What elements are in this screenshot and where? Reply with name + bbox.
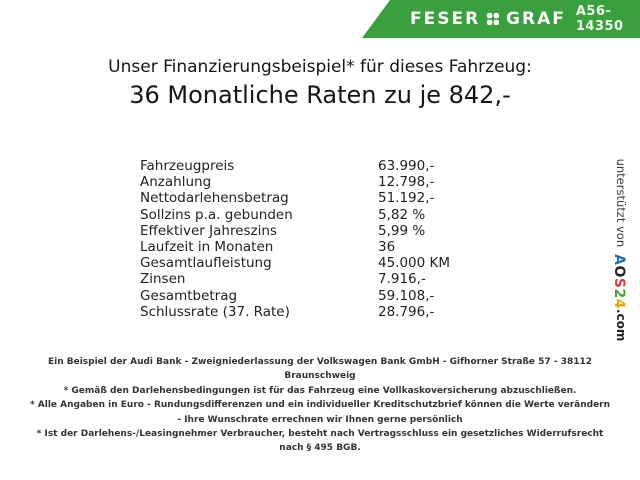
footnote-line: - Ihre Wunschrate errechnen wir Ihnen ge…	[177, 414, 463, 425]
clover-logo-icon	[487, 12, 500, 26]
row-value: 59.108,-	[378, 287, 435, 304]
row-label: Gesamtlaufleistung	[140, 255, 272, 272]
page-title: Unser Finanzierungsbeispiel* für dieses …	[0, 56, 640, 110]
table-row: Laufzeit in Monaten 36	[140, 239, 450, 255]
table-row: Sollzins p.a. gebunden 5,82 %	[140, 207, 450, 223]
brand-word-feser: FESER	[410, 9, 481, 29]
row-value: 7.916,-	[378, 271, 426, 288]
brand-word-graf: GRAF	[506, 9, 566, 29]
table-row: Nettodarlehensbetrag 51.192,-	[140, 190, 450, 206]
table-row: Gesamtbetrag 59.108,-	[140, 288, 450, 304]
finance-table: Fahrzeugpreis 63.990,- Anzahlung 12.798,- Ne…	[140, 158, 450, 320]
aos24-logo-letter: S	[611, 277, 628, 289]
table-row: Schlussrate (37. Rate) 28.796,-	[140, 304, 450, 320]
row-value: 5,99 %	[378, 222, 426, 239]
footnote-line: * Ist der Darlehens-/Leasingnehmer Verbr…	[36, 428, 604, 439]
row-value: 5,82 %	[378, 206, 426, 223]
supported-by-watermark: unterstützt von AOS24 .com	[610, 150, 632, 350]
footnote-line: * Gemäß den Darlehensbedingungen ist für…	[63, 385, 577, 396]
row-label: Zinsen	[140, 271, 186, 288]
aos24-logo-letter: A	[611, 254, 628, 266]
title-line-2: 36 Monatliche Raten zu je 842,-	[129, 81, 511, 109]
footnote-line: nach § 495 BGB.	[279, 443, 361, 454]
row-label: Gesamtbetrag	[140, 287, 238, 304]
table-row: Effektiver Jahreszins 5,99 %	[140, 223, 450, 239]
legal-footnotes: Ein Beispiel der Audi Bank - Zweignieder…	[0, 355, 640, 456]
table-row: Zinsen 7.916,-	[140, 271, 450, 287]
dealer-banner: FESER GRAF A56-14350	[362, 0, 640, 38]
aos24-domain-suffix: .com	[614, 308, 628, 342]
row-label: Laufzeit in Monaten	[140, 238, 274, 255]
supported-by-label: unterstützt von	[614, 158, 628, 248]
table-row: Fahrzeugpreis 63.990,-	[140, 158, 450, 174]
row-label: Schlussrate (37. Rate)	[140, 303, 290, 320]
row-label: Effektiver Jahreszins	[140, 222, 277, 239]
table-row: Gesamtlaufleistung 45.000 KM	[140, 255, 450, 271]
footnote-line: Ein Beispiel der Audi Bank - Zweignieder…	[47, 357, 593, 367]
row-value: 45.000 KM	[378, 255, 451, 272]
row-value: 63.990,-	[378, 158, 435, 174]
row-label: Sollzins p.a. gebunden	[140, 206, 293, 223]
aos24-logo-letter: O	[611, 265, 628, 278]
table-row: Anzahlung 12.798,-	[140, 174, 450, 190]
row-value: 12.798,-	[378, 174, 435, 191]
aos24-logo: AOS24	[612, 254, 631, 309]
row-label: Fahrzeugpreis	[140, 158, 235, 174]
title-line-1: Unser Finanzierungsbeispiel* für dieses …	[108, 57, 532, 77]
row-value: 28.796,-	[378, 303, 435, 320]
row-value: 51.192,-	[378, 190, 435, 207]
footnote-line: * Alle Angaben in Euro - Rundungsdiffere…	[29, 400, 611, 411]
row-label: Nettodarlehensbetrag	[140, 190, 289, 207]
row-value: 36	[378, 238, 396, 255]
row-label: Anzahlung	[140, 174, 212, 191]
finance-rows: Fahrzeugpreis 63.990,- Anzahlung 12.798,- Ne…	[140, 158, 450, 320]
aos24-logo-letter: 2	[611, 288, 628, 299]
footnote-line: Braunschweig	[284, 371, 356, 382]
vehicle-id-badge: A56-14350	[575, 4, 624, 34]
aos24-logo-letter: 4	[611, 298, 628, 309]
